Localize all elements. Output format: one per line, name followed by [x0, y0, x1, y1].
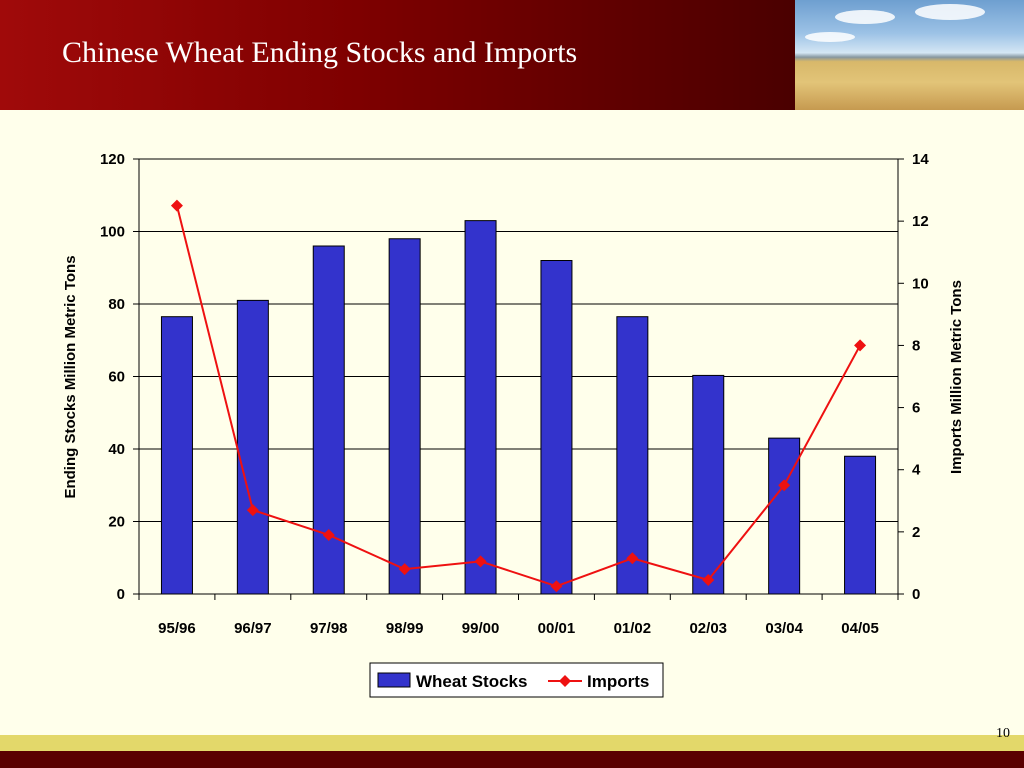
y-tick-label-left: 80 — [108, 296, 125, 313]
bar-wheat-stocks — [388, 238, 421, 595]
bar-wheat-stocks — [464, 220, 497, 595]
point-imports — [246, 504, 259, 517]
bar-wheat-stocks — [692, 374, 725, 595]
cloud-shape — [835, 10, 895, 24]
y-tick-label-left: 100 — [100, 224, 125, 241]
y-axis-title-left: Ending Stocks Million Metric Tons — [62, 255, 79, 498]
y-tick-label-right: 12 — [912, 213, 929, 230]
legend-swatch-wheat-stocks — [377, 672, 411, 688]
point-imports — [626, 552, 639, 565]
x-tick-label: 00/01 — [538, 620, 576, 637]
y-tick-label-right: 4 — [912, 462, 921, 479]
y-tick-label-right: 14 — [912, 151, 929, 168]
y-tick-label-left: 120 — [100, 151, 125, 168]
cloud-shape — [915, 4, 985, 20]
bar-wheat-stocks — [160, 316, 193, 595]
line-series — [170, 199, 867, 593]
bar-wheat-stocks — [312, 245, 345, 595]
point-imports — [398, 563, 411, 576]
legend-marker-imports — [559, 675, 571, 687]
bar-series — [160, 220, 877, 595]
bar-wheat-stocks — [540, 260, 573, 595]
point-imports — [322, 528, 335, 541]
bar-wheat-stocks — [768, 437, 801, 595]
y-tick-label-right: 6 — [912, 400, 920, 417]
x-tick-label: 04/05 — [841, 620, 879, 637]
footer-band — [0, 735, 1024, 768]
y-tick-label-left: 0 — [117, 586, 125, 603]
legend-label-imports: Imports — [587, 672, 649, 691]
bar-wheat-stocks — [844, 455, 877, 595]
title-banner: Chinese Wheat Ending Stocks and Imports — [0, 0, 795, 110]
legend-box — [369, 662, 664, 698]
line-imports — [175, 205, 861, 588]
x-tick-label: 98/99 — [386, 620, 424, 637]
y-tick-label-right: 2 — [912, 524, 920, 541]
slide-title: Chinese Wheat Ending Stocks and Imports — [62, 36, 578, 69]
y-axis-title-right: Imports Million Metric Tons — [948, 280, 965, 474]
legend-label-wheat-stocks: Wheat Stocks — [416, 672, 527, 691]
y-tick-label-right: 0 — [912, 586, 920, 603]
x-tick-label: 97/98 — [310, 620, 348, 637]
y-tick-label-left: 60 — [108, 369, 125, 386]
y-tick-label-left: 40 — [108, 441, 125, 458]
x-tick-label: 95/96 — [158, 620, 196, 637]
point-imports — [170, 199, 183, 212]
axes: 0 20 40 60 80 100 120 0 2 4 6 8 10 12 14 95/96 96/97 97/9… — [100, 151, 929, 637]
wheat-field-photo — [795, 0, 1024, 110]
page-number: 10 — [996, 726, 1010, 741]
y-tick-label-right: 10 — [912, 275, 929, 292]
legend: Wheat Stocks Imports — [369, 662, 664, 698]
cloud-shape — [805, 32, 855, 42]
y-tick-label-left: 20 — [108, 514, 125, 531]
point-imports — [778, 479, 791, 492]
x-tick-label: 96/97 — [234, 620, 272, 637]
x-tick-label: 03/04 — [765, 620, 803, 637]
point-imports — [474, 555, 487, 568]
point-imports — [550, 580, 563, 593]
point-imports — [702, 574, 715, 587]
point-imports — [854, 339, 867, 352]
chart: 0 20 40 60 80 100 120 0 2 4 6 8 10 12 14 95/96 96/97 97/9… — [62, 151, 965, 698]
bar-wheat-stocks — [236, 299, 269, 595]
x-tick-label: 02/03 — [689, 620, 727, 637]
x-tick-label: 99/00 — [462, 620, 500, 637]
x-tick-label: 01/02 — [614, 620, 652, 637]
y-tick-label-right: 8 — [912, 337, 920, 354]
